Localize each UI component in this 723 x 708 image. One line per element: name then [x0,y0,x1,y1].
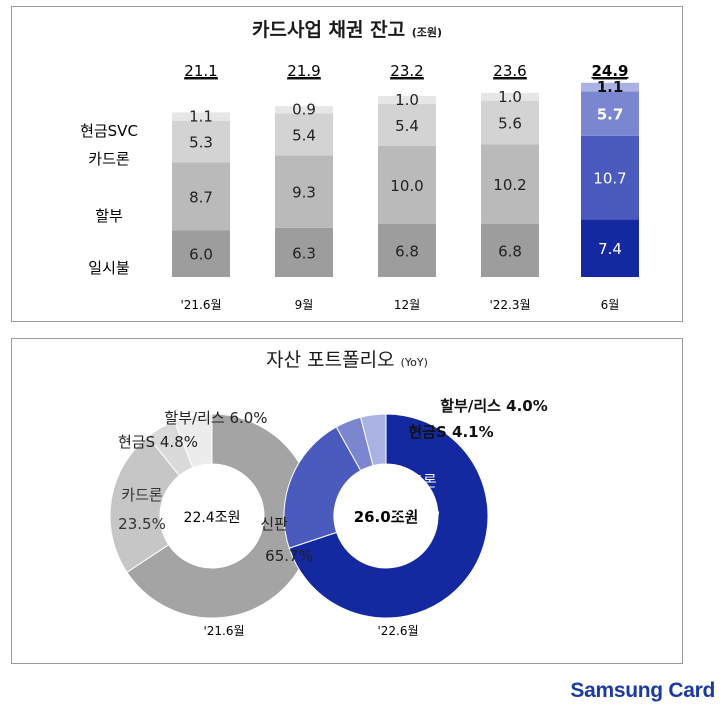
slice-label: 현금S 4.8% [118,433,198,451]
bar-value-label: 6.0 [189,246,213,264]
slice-label: 할부/리스 6.0% [164,409,267,427]
portfolio-donut-charts: 22.4조원 '21.6월 26.0조원 '22.6월 신판 65.7% 카드론 23.5% 현… [109,397,581,638]
slice-name-label: 카드론 [121,486,163,504]
x-tick-label: 9월 [295,298,314,312]
bar-value-label: 5.4 [292,126,316,144]
bar-2-2 [275,155,333,228]
slice-label: 현금S 4.1% [408,423,493,441]
bar-value-label: 0.9 [292,101,316,119]
bar-value-label: 1.0 [498,88,522,106]
bar-value-label: 6.3 [292,244,316,262]
bar-1-4 [481,223,539,277]
bar-value-label: 6.8 [395,242,419,260]
donut-slice-1-4 [173,413,213,469]
slice-name-label: 신판 [260,515,288,533]
bar-total-label: 23.6 [493,62,526,80]
balance-chart-title: 카드사업 채권 잔고 (조원) [12,15,682,42]
bar-total-label: 21.9 [287,62,320,80]
bar-1-1 [172,230,230,277]
portfolio-chart-title-text: 자산 포트폴리오 [266,349,395,371]
donut-slice-2-4 [360,413,387,467]
samsung-card-logo: Samsung Card [570,679,715,702]
bar-1-3 [378,223,436,277]
bar-value-label: 1.1 [597,78,624,96]
donut-period-label: '21.6월 [203,624,244,638]
bar-3-5 [581,91,639,136]
donut-slice-2-2 [283,426,362,549]
bar-value-label: 5.7 [597,106,624,124]
portfolio-chart-unit: (YoY) [400,356,428,369]
bar-value-label: 6.8 [498,242,522,260]
x-tick-label: 6월 [601,298,620,312]
balance-bar-chart: 6.0 8.7 5.3 1.1 21.1 '21.6월 6.3 9.3 5.4 0.9 21.9 9월… [80,62,639,312]
bar-2-3 [378,145,436,224]
slice-name-label: 카드론 [395,472,437,490]
slice-name-label: 신판 [531,528,559,546]
bar-2-4 [481,144,539,224]
bar-1-2 [275,227,333,277]
balance-chart-title-text: 카드사업 채권 잔고 [252,19,406,41]
series-name-label: 일시불 [88,259,129,277]
donut-center-label: 22.4조원 [184,510,241,526]
bar-4-3 [378,96,436,104]
bar-4-4 [481,92,539,101]
bar-value-label: 10.7 [593,170,626,188]
donut-center-label: 26.0조원 [354,508,419,526]
bar-value-label: 5.3 [189,134,213,152]
slice-value-label: 65.7% [265,547,313,565]
bar-3-4 [481,100,539,145]
bar-value-label: 10.2 [493,176,526,194]
bar-3-2 [275,113,333,156]
x-tick-label: '22.3월 [489,298,530,312]
bar-value-label: 1.0 [395,91,419,109]
donut-slice-2-1 [288,413,489,619]
slice-value-label: 69.9% [533,556,581,574]
x-tick-label: '21.6월 [180,298,221,312]
donut-period-label: '22.6월 [377,624,418,638]
portfolio-chart-panel: 자산 포트폴리오 (YoY) 22.4조원 '21.6월 26.0조원 '22.6월 신… [11,338,683,664]
bar-total-label: 21.1 [184,62,217,80]
bar-2-1 [172,162,230,231]
balance-chart-panel: 카드사업 채권 잔고 (조원) 6.0 8.7 5.3 1.1 21.1'21.6월 6.… [11,6,683,322]
slice-value-label: 22.0% [392,502,440,520]
series-name-label: 카드론 [88,150,130,168]
series-name-label: 할부 [95,207,123,225]
bar-value-label: 8.7 [189,188,213,206]
bar-total-label: 23.2 [390,62,423,80]
bar-4-2 [275,106,333,114]
x-tick-label: 12월 [394,298,420,312]
bar-value-label: 9.3 [292,184,316,202]
bar-1-5 [581,219,639,277]
slice-value-label: 23.5% [118,515,166,533]
bar-value-label: 10.0 [390,177,423,195]
bar-value-label: 7.4 [598,240,622,258]
balance-chart-unit: (조원) [411,26,442,39]
bar-value-label: 1.1 [189,108,213,126]
portfolio-chart-title: 자산 포트폴리오 (YoY) [12,345,682,372]
bar-3-3 [378,103,436,146]
series-name-label: 현금SVC [80,122,138,140]
donut-slice-1-2 [109,435,181,573]
bar-2-5 [581,135,639,220]
bar-3-1 [172,121,230,163]
bar-total-label: 24.9 [591,62,628,80]
bar-value-label: 5.4 [395,117,419,135]
bar-value-label: 5.6 [498,115,522,133]
bar-4-1 [172,112,230,121]
bar-4-5 [581,82,639,92]
slice-label: 할부/리스 4.0% [440,397,548,415]
